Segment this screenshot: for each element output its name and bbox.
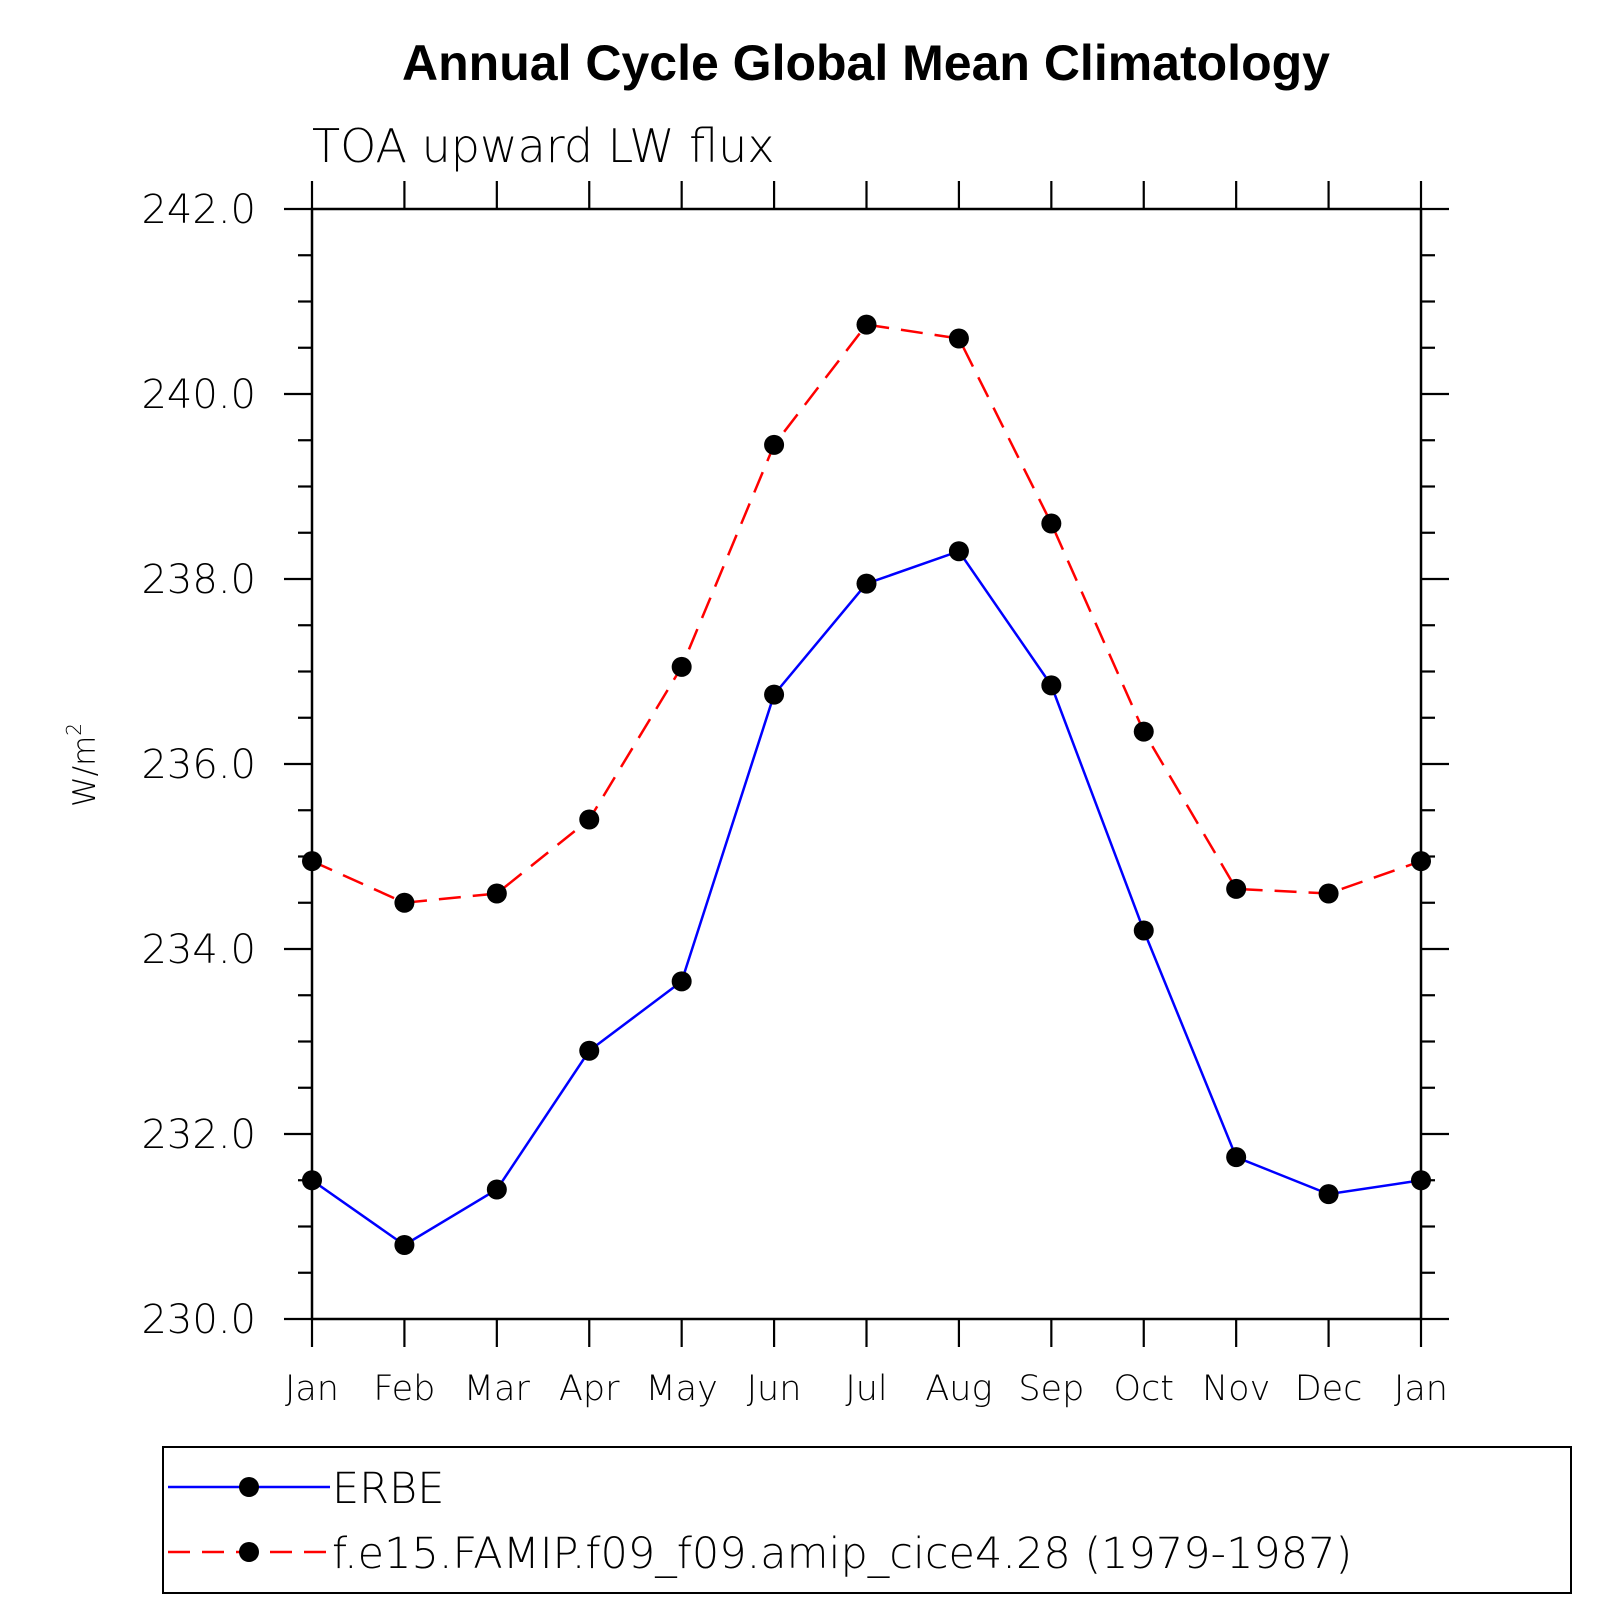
data-point-1: [671, 656, 692, 677]
series-layer: [302, 314, 1431, 1255]
data-point-0: [1226, 1147, 1247, 1168]
y-tick-label: 240.0: [141, 372, 256, 418]
data-point-0: [302, 1170, 322, 1191]
chart-subtitle: TOA upward LW flux: [312, 119, 775, 173]
data-point-1: [1411, 851, 1431, 872]
y-axis-label-text: W/m: [67, 736, 103, 807]
series-line-0: [311, 549, 1422, 1247]
x-tick-label: Apr: [559, 1369, 620, 1409]
data-point-0: [1133, 920, 1154, 941]
y-tick-label: 234.0: [141, 927, 256, 973]
series-line-1: [311, 323, 1422, 905]
x-tick-labels: Jan Feb Mar Apr May Jun Jul Aug Sep Oct Nov Dec Jan: [285, 1369, 1448, 1409]
x-tick-label: Oct: [1113, 1369, 1174, 1409]
x-tick-label: Jan: [1394, 1369, 1448, 1409]
data-point-0: [764, 684, 785, 705]
legend: ERBE f.e15.FAMIP.f09_f09.amip_cice4.28 (…: [162, 1446, 1572, 1594]
data-point-0: [486, 1179, 507, 1200]
data-point-1: [856, 314, 877, 335]
data-point-1: [1226, 878, 1247, 899]
legend-marker-model: [239, 1542, 259, 1562]
data-point-1: [486, 883, 507, 904]
data-point-1: [948, 328, 969, 349]
x-tick-label: Feb: [373, 1369, 435, 1409]
x-tick-label: Aug: [925, 1369, 992, 1409]
legend-marker-erbe: [239, 1477, 259, 1497]
legend-box: [162, 1446, 1572, 1594]
data-point-0: [856, 573, 877, 594]
data-point-1: [579, 809, 600, 830]
y-tick-label: 238.0: [141, 557, 256, 603]
data-point-0: [1318, 1184, 1339, 1205]
x-tick-label: May: [645, 1369, 717, 1409]
y-tick-label: 236.0: [141, 742, 256, 788]
x-tick-label: Dec: [1295, 1369, 1363, 1409]
svg-text:W/m2: W/m2: [62, 723, 103, 807]
chart-title: Annual Cycle Global Mean Climatology: [402, 35, 1330, 91]
data-point-0: [948, 541, 969, 562]
axis-ticks: [284, 181, 1449, 1347]
data-point-0: [671, 971, 692, 992]
data-point-0: [394, 1235, 415, 1255]
x-tick-label: Jan: [285, 1369, 339, 1409]
plot-frame: [310, 207, 1423, 1321]
x-tick-label: Mar: [464, 1369, 531, 1409]
data-point-1: [1133, 721, 1154, 742]
data-point-0: [579, 1040, 600, 1061]
x-tick-label: Jul: [845, 1369, 887, 1409]
data-point-1: [764, 434, 785, 455]
y-tick-label: 230.0: [141, 1297, 256, 1343]
data-point-1: [302, 851, 322, 872]
data-point-0: [1411, 1170, 1431, 1191]
legend-label-model: f.e15.FAMIP.f09_f09.amip_cice4.28 (1979-…: [332, 1529, 1352, 1579]
data-point-1: [1318, 883, 1339, 904]
x-tick-label: Jun: [747, 1369, 802, 1409]
y-tick-label: 232.0: [141, 1112, 256, 1158]
y-axis-label: W/m2: [62, 723, 103, 807]
x-tick-label: Sep: [1018, 1369, 1084, 1409]
y-tick-label: 242.0: [141, 187, 256, 233]
data-point-1: [1041, 513, 1062, 534]
y-tick-labels: 230.0 232.0 234.0 236.0 238.0 240.0 242.0: [141, 187, 256, 1343]
legend-label-erbe: ERBE: [332, 1464, 444, 1514]
x-tick-label: Nov: [1202, 1369, 1270, 1409]
data-point-0: [1041, 675, 1062, 696]
y-axis-label-superscript: 2: [62, 723, 86, 736]
data-point-1: [394, 892, 415, 913]
